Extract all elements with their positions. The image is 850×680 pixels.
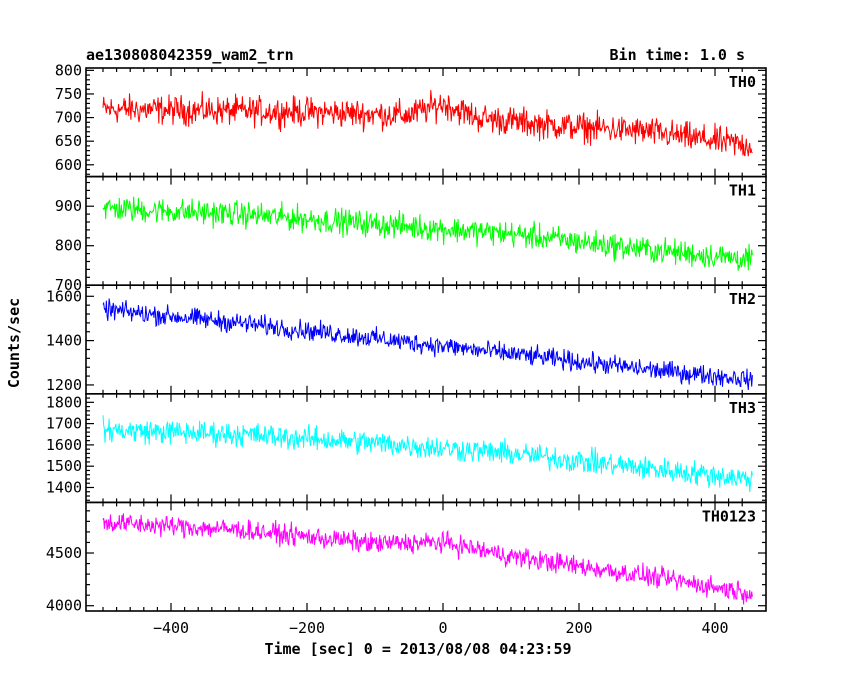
- panel-label-th2: TH2: [729, 290, 756, 308]
- y-tick-label: 4500: [46, 544, 82, 562]
- x-tick-label: 400: [701, 619, 728, 637]
- panel-label-th0123: TH0123: [702, 507, 756, 525]
- bin-time-label: Bin time: 1.0 s: [610, 46, 745, 64]
- series-line-th3: [102, 415, 753, 493]
- y-tick-label: 800: [55, 237, 82, 255]
- y-tick-label: 900: [55, 197, 82, 215]
- x-tick-label: 0: [438, 619, 447, 637]
- x-tick-label: −400: [153, 619, 189, 637]
- x-axis-label: Time [sec] 0 = 2013/08/08 04:23:59: [264, 640, 571, 658]
- y-tick-label: 650: [55, 132, 82, 150]
- y-tick-label: 600: [55, 156, 82, 174]
- y-tick-label: 750: [55, 85, 82, 103]
- y-tick-label: 1700: [46, 415, 82, 433]
- y-tick-label: 700: [55, 109, 82, 127]
- panel-frame-th1: [85, 175, 767, 287]
- x-tick-label: 200: [565, 619, 592, 637]
- y-tick-label: 1600: [46, 436, 82, 454]
- series-line-th2: [102, 298, 753, 391]
- y-tick-label: 1500: [46, 457, 82, 475]
- y-tick-label: 1400: [46, 478, 82, 496]
- y-tick-label: 1400: [46, 332, 82, 350]
- y-tick-label: 800: [55, 61, 82, 79]
- panels-group: 600 650 700 750 800 TH0 700 800 900 TH1 1200 1400 16…: [46, 61, 767, 637]
- panel-label-th3: TH3: [729, 399, 756, 417]
- series-line-th0123: [102, 513, 753, 605]
- series-line-th0: [102, 89, 753, 157]
- y-tick-label: 4000: [46, 597, 82, 615]
- y-tick-label: 1800: [46, 393, 82, 411]
- panel-frame-th2: [85, 284, 767, 395]
- chart-title: ae130808042359_wam2_trn: [86, 46, 294, 64]
- y-tick-label: 1200: [46, 376, 82, 394]
- y-tick-label: 700: [55, 276, 82, 294]
- panel-label-th1: TH1: [729, 182, 756, 200]
- y-axis-label: Counts/sec: [5, 298, 23, 388]
- series-line-th1: [102, 196, 753, 271]
- y-tick-label: 1600: [46, 287, 82, 305]
- panel-label-th0: TH0: [729, 73, 756, 91]
- panel-frame-th0123: [85, 501, 767, 612]
- x-tick-label: −200: [289, 619, 325, 637]
